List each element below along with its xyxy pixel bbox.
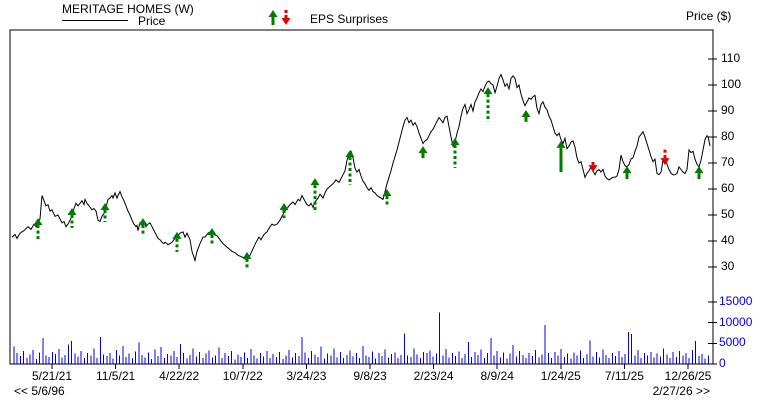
price-tick-label: 80: [721, 129, 735, 143]
eps-beat-arrow: [67, 208, 77, 228]
eps-miss-arrow: [660, 147, 670, 166]
price-tick-label: 70: [721, 155, 735, 169]
eps-up-arrow-icon: [268, 10, 278, 25]
volume-bars: [13, 312, 709, 365]
eps-beat-arrow: [172, 231, 182, 252]
eps-beat-arrow: [418, 146, 428, 159]
chart-title: MERITAGE HOMES (W): [62, 2, 194, 16]
price-tick-label: 30: [721, 259, 735, 273]
price-legend-line-sample: [62, 20, 128, 21]
price-tick-label: 50: [721, 207, 735, 221]
date-tick-label: 5/21/21: [31, 369, 73, 383]
eps-beat-arrow: [207, 228, 217, 245]
date-tick-label: 10/7/22: [222, 369, 263, 383]
volume-tick-label: 5000: [719, 335, 746, 350]
date-tick-label: 12/26/25: [664, 369, 712, 383]
volume-tick-label: 15000: [719, 293, 753, 308]
eps-beat-arrow: [483, 87, 493, 122]
eps-down-arrow-icon: [281, 10, 291, 25]
eps-legend-label: EPS Surprises: [310, 12, 389, 26]
eps-beat-arrow: [33, 218, 43, 240]
axis-tick-marks: [51, 58, 717, 369]
price-tick-label: 110: [721, 51, 741, 65]
volume-tick-label: 10000: [719, 314, 753, 329]
eps-beat-arrow: [345, 150, 355, 186]
price-tick-label: 60: [721, 181, 735, 195]
eps-beat-arrow: [521, 110, 531, 122]
price-tick-label: 100: [721, 77, 742, 91]
eps-beat-arrow: [279, 203, 289, 219]
date-tick-label: 9/8/23: [353, 369, 387, 383]
date-tick-label: 11/5/21: [96, 369, 136, 383]
price-axis-title: Price ($): [686, 9, 732, 23]
price-tick-label: 40: [721, 233, 735, 247]
volume-tick-label: 0: [719, 356, 726, 370]
price-tick-label: 90: [721, 103, 735, 117]
eps-beat-arrow: [310, 178, 320, 213]
eps-beat-arrow: [100, 203, 110, 222]
eps-beat-arrow: [382, 189, 392, 206]
plot-border: [9, 29, 714, 365]
scroll-back-link[interactable]: << 5/6/96: [14, 384, 65, 398]
eps-beat-arrow: [622, 166, 632, 180]
eps-beat-arrow: [138, 218, 148, 235]
date-tick-label: 8/9/24: [480, 369, 514, 383]
eps-beat-arrow: [694, 166, 704, 180]
price-legend-label: Price: [138, 14, 166, 28]
date-tick-label: 3/24/23: [286, 369, 327, 383]
date-tick-label: 2/23/24: [413, 369, 454, 383]
eps-miss-arrow: [588, 162, 598, 173]
scroll-forward-link[interactable]: 2/27/26 >>: [652, 384, 710, 398]
eps-beat-arrow: [450, 138, 460, 168]
price-line: [11, 73, 711, 263]
eps-beat-arrow: [242, 251, 252, 268]
eps-legend-icons: [268, 10, 291, 25]
date-tick-label: 4/22/22: [159, 369, 200, 383]
eps-beat-arrow: [556, 140, 566, 173]
date-tick-label: 7/11/25: [604, 369, 644, 383]
date-tick-label: 1/24/25: [540, 369, 581, 383]
